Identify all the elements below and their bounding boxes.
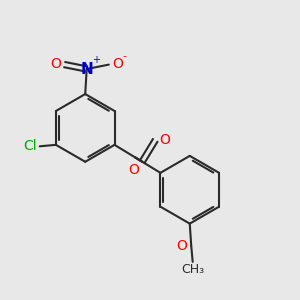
Text: -: - (122, 51, 126, 61)
Text: O: O (112, 57, 124, 71)
Text: Cl: Cl (24, 139, 37, 153)
Text: O: O (159, 133, 170, 147)
Text: CH₃: CH₃ (182, 263, 205, 276)
Text: O: O (50, 57, 61, 71)
Text: O: O (176, 239, 188, 253)
Text: +: + (92, 56, 100, 65)
Text: N: N (80, 61, 93, 76)
Text: O: O (129, 163, 140, 177)
